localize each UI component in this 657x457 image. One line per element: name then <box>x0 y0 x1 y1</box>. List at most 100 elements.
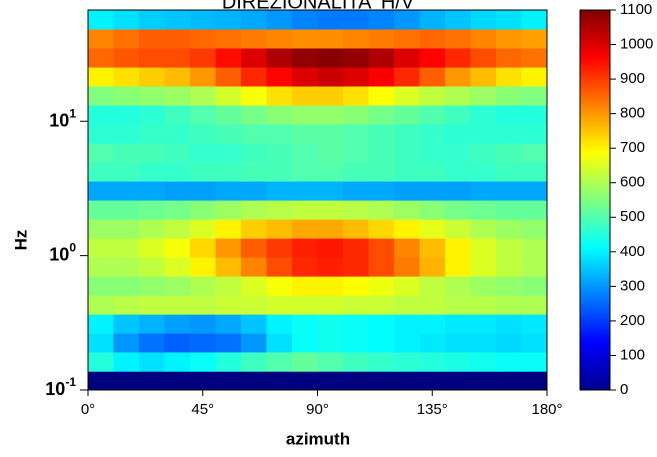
heatmap-cell <box>368 67 395 87</box>
heatmap-cell <box>88 257 114 277</box>
heatmap-cell <box>496 47 522 68</box>
heatmap-cell <box>292 162 318 182</box>
heatmap-cell <box>521 143 548 163</box>
heatmap-cell <box>521 351 548 372</box>
colorbar-tick-label: 1000 <box>620 36 653 53</box>
heatmap-cell <box>292 10 318 30</box>
heatmap-cell <box>113 257 140 277</box>
y-tick-exponent: 1 <box>69 106 76 120</box>
heatmap-cell <box>88 10 114 30</box>
heatmap-cell <box>88 276 114 296</box>
heatmap-cell <box>164 47 191 68</box>
heatmap-cell <box>241 181 267 201</box>
heatmap-cell <box>215 85 242 106</box>
heatmap-cell <box>343 162 369 182</box>
heatmap-cell <box>368 314 395 334</box>
heatmap-cell <box>164 238 191 258</box>
x-tick-label: 135° <box>417 401 448 418</box>
heatmap-cell <box>445 276 471 296</box>
heatmap-cell <box>343 143 369 163</box>
heatmap-cell <box>394 143 420 163</box>
heatmap-cell <box>496 219 522 239</box>
heatmap-cell <box>215 181 242 201</box>
heatmap-cell <box>343 28 369 49</box>
heatmap-cell <box>266 333 293 353</box>
colorbar-tick-label: 1100 <box>620 1 652 18</box>
y-tick-label: 10-1 <box>45 375 76 399</box>
heatmap-cell <box>394 28 420 49</box>
heatmap-cell <box>470 10 497 30</box>
heatmap-cell <box>521 47 548 68</box>
heatmap-cell <box>343 85 369 106</box>
heatmap-cell <box>394 200 420 220</box>
heatmap-cell <box>113 181 140 201</box>
heatmap-cell <box>292 181 318 201</box>
heatmap-cell <box>139 276 165 296</box>
heatmap-cell <box>266 371 293 391</box>
heatmap-cell <box>292 371 318 391</box>
heatmap-cell <box>266 28 293 49</box>
heatmap-cell <box>394 67 420 87</box>
heatmap-cell <box>266 67 293 87</box>
heatmap-cell <box>215 143 242 163</box>
heatmap-cell <box>317 238 344 258</box>
heatmap-cell <box>139 162 165 182</box>
heatmap-cell <box>164 124 191 144</box>
y-tick-exponent: 0 <box>69 241 76 255</box>
heatmap-cell <box>190 333 216 353</box>
heatmap-cell <box>521 371 548 391</box>
heatmap-cell <box>266 314 293 334</box>
heatmap-cell <box>292 143 318 163</box>
y-tick-label: 100 <box>49 241 76 265</box>
heatmap-cell <box>368 47 395 68</box>
heatmap-cell <box>317 351 344 372</box>
heatmap-cell <box>419 105 446 125</box>
heatmap-cell <box>139 124 165 144</box>
colorbar-tick-label: 700 <box>620 139 645 156</box>
heatmap-cell <box>215 295 242 315</box>
heatmap-cell <box>88 124 114 144</box>
heatmap-cell <box>470 257 497 277</box>
heatmap-cell <box>113 219 140 239</box>
colorbar-tick-label: 300 <box>620 277 645 294</box>
heatmap-cell <box>419 333 446 353</box>
heatmap-cell <box>470 143 497 163</box>
heatmap-cell <box>496 200 522 220</box>
heatmap-cell <box>419 351 446 372</box>
heatmap-cell <box>394 276 420 296</box>
heatmap-cell <box>164 28 191 49</box>
heatmap-cell <box>343 295 369 315</box>
heatmap-cell <box>164 257 191 277</box>
heatmap-cell <box>317 371 344 391</box>
heatmap-cell <box>470 181 497 201</box>
heatmap-cell <box>113 238 140 258</box>
heatmap-cell <box>496 314 522 334</box>
heatmap-cell <box>88 181 114 201</box>
heatmap-cell <box>164 67 191 87</box>
heatmap-cell <box>419 67 446 87</box>
heatmap-cell <box>292 238 318 258</box>
heatmap-cell <box>190 295 216 315</box>
heatmap-cell <box>470 351 497 372</box>
heatmap-cell <box>343 238 369 258</box>
heatmap-cell <box>445 371 471 391</box>
heatmap-cell <box>521 295 548 315</box>
heatmap-cell <box>266 276 293 296</box>
heatmap-cell <box>394 371 420 391</box>
x-tick-label: 180° <box>531 401 562 418</box>
heatmap-cell <box>368 162 395 182</box>
heatmap-cell <box>139 351 165 372</box>
heatmap-cell <box>164 85 191 106</box>
heatmap-cell <box>521 124 548 144</box>
heatmap-cell <box>190 314 216 334</box>
heatmap-cell <box>88 105 114 125</box>
heatmap-cell <box>419 124 446 144</box>
heatmap-cell <box>113 28 140 49</box>
heatmap-cell <box>419 238 446 258</box>
colorbar-tick-label: 600 <box>620 174 645 191</box>
heatmap-cell <box>241 295 267 315</box>
heatmap-cell <box>419 295 446 315</box>
heatmap-cell <box>445 314 471 334</box>
heatmap-cell <box>445 333 471 353</box>
